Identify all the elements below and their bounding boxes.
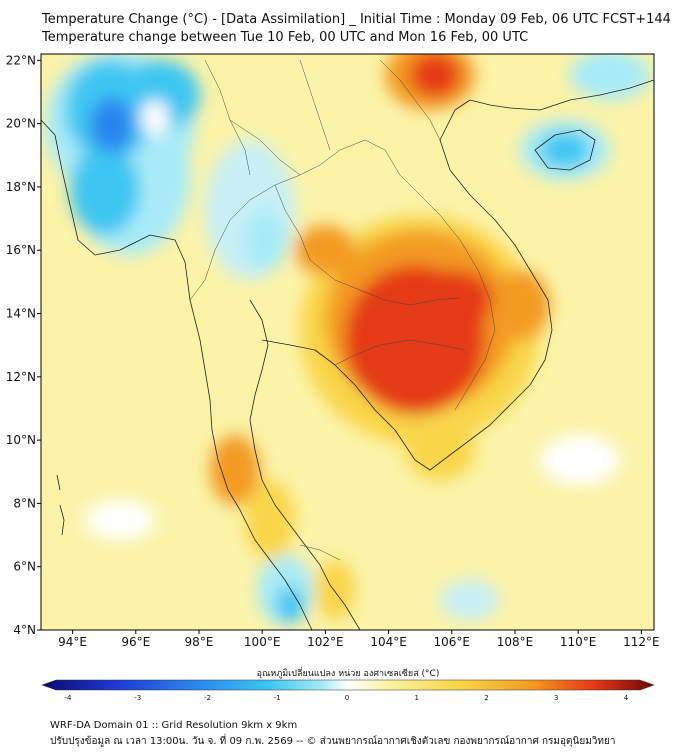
lat-tick-label: 18°N xyxy=(6,180,36,194)
colorbar: อุณหภูมิเปลี่ยนแปลง หน่วย องศาเซลเซียส (… xyxy=(41,666,655,702)
colorbar-tick-label: 2 xyxy=(484,694,488,702)
lon-tick-label: 106°E xyxy=(434,635,471,649)
lat-tick-label: 20°N xyxy=(6,117,36,131)
footer-model-info: WRF-DA Domain 01 :: Grid Resolution 9km … xyxy=(50,720,298,731)
lon-tick-label: 110°E xyxy=(560,635,597,649)
latitude-axis: 22°N 20°N 18°N 16°N 14°N 12°N 10°N 8°N 6°N 4°N xyxy=(6,53,41,637)
lon-tick-label: 112°E xyxy=(623,635,660,649)
colorbar-tick-label: -4 xyxy=(65,694,73,702)
lon-tick-label: 108°E xyxy=(497,635,534,649)
map-title-line1: Temperature Change (°C) - [Data Assimila… xyxy=(42,12,671,27)
colorbar-tick-label: 1 xyxy=(415,694,419,702)
lat-tick-label: 14°N xyxy=(6,307,36,321)
lat-tick-label: 10°N xyxy=(6,433,36,447)
country-borders xyxy=(189,59,496,561)
colorbar-ticks: -4 -3 -2 -1 0 1 2 3 4 xyxy=(65,694,629,702)
map-frame xyxy=(40,53,655,631)
lat-tick-label: 8°N xyxy=(13,496,36,510)
map-title-line2: Temperature change between Tue 10 Feb, 0… xyxy=(42,30,529,45)
lon-tick-label: 96°E xyxy=(121,635,150,649)
temperature-field xyxy=(41,54,654,630)
lat-tick-label: 22°N xyxy=(6,53,36,67)
colorbar-title: อุณหภูมิเปลี่ยนแปลง หน่วย องศาเซลเซียส (… xyxy=(257,666,440,679)
lon-tick-label: 94°E xyxy=(58,635,87,649)
coastlines xyxy=(41,79,654,630)
lat-tick-label: 4°N xyxy=(13,623,36,637)
longitude-axis: 94°E 96°E 98°E 100°E 102°E 104°E 106°E 108°E 110… xyxy=(58,630,660,649)
colorbar-bar xyxy=(41,679,655,691)
lat-tick-label: 12°N xyxy=(6,370,36,384)
lon-tick-label: 100°E xyxy=(244,635,281,649)
footer-credit: ปรับปรุงข้อมูล ณ เวลา 13:00น. วัน จ. ที่… xyxy=(50,736,616,747)
colorbar-tick-label: -2 xyxy=(204,694,211,702)
colorbar-tick-label: -3 xyxy=(134,694,141,702)
colorbar-tick-label: 4 xyxy=(624,694,629,702)
lon-tick-label: 98°E xyxy=(185,635,214,649)
colorbar-tick-label: 3 xyxy=(554,694,558,702)
lat-tick-label: 6°N xyxy=(13,560,36,574)
colorbar-tick-label: -1 xyxy=(274,694,281,702)
lat-tick-label: 16°N xyxy=(6,243,36,257)
colorbar-tick-label: 0 xyxy=(345,694,349,702)
lon-tick-label: 104°E xyxy=(370,635,407,649)
lon-tick-label: 102°E xyxy=(307,635,344,649)
